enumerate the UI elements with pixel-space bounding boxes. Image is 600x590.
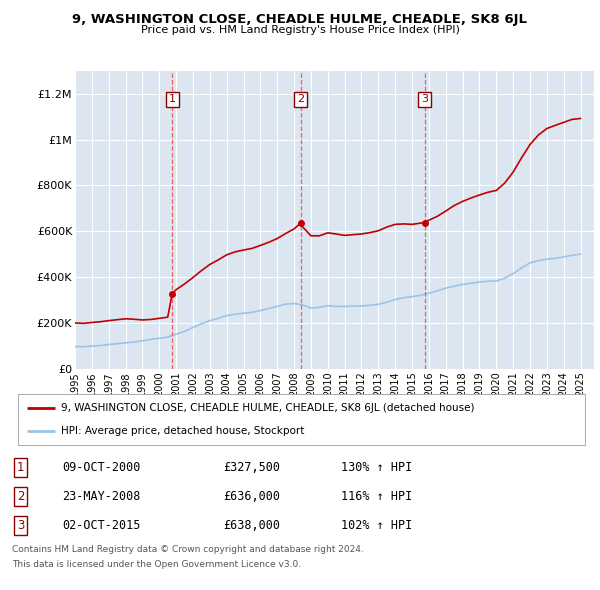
Text: Contains HM Land Registry data © Crown copyright and database right 2024.: Contains HM Land Registry data © Crown c… [12, 545, 364, 554]
Text: 9, WASHINGTON CLOSE, CHEADLE HULME, CHEADLE, SK8 6JL: 9, WASHINGTON CLOSE, CHEADLE HULME, CHEA… [73, 13, 527, 26]
Text: 23-MAY-2008: 23-MAY-2008 [62, 490, 140, 503]
Text: 3: 3 [17, 519, 25, 532]
Text: 116% ↑ HPI: 116% ↑ HPI [341, 490, 412, 503]
Text: HPI: Average price, detached house, Stockport: HPI: Average price, detached house, Stoc… [61, 427, 304, 437]
Text: 1: 1 [169, 94, 176, 104]
Text: Price paid vs. HM Land Registry's House Price Index (HPI): Price paid vs. HM Land Registry's House … [140, 25, 460, 35]
Text: 1: 1 [17, 461, 25, 474]
Text: 9, WASHINGTON CLOSE, CHEADLE HULME, CHEADLE, SK8 6JL (detached house): 9, WASHINGTON CLOSE, CHEADLE HULME, CHEA… [61, 402, 474, 412]
Text: 02-OCT-2015: 02-OCT-2015 [62, 519, 140, 532]
Text: 09-OCT-2000: 09-OCT-2000 [62, 461, 140, 474]
Text: 102% ↑ HPI: 102% ↑ HPI [341, 519, 412, 532]
Text: 3: 3 [421, 94, 428, 104]
Text: £636,000: £636,000 [224, 490, 281, 503]
Text: 2: 2 [297, 94, 304, 104]
Text: 2: 2 [17, 490, 25, 503]
Text: 130% ↑ HPI: 130% ↑ HPI [341, 461, 412, 474]
Text: £327,500: £327,500 [224, 461, 281, 474]
Text: £638,000: £638,000 [224, 519, 281, 532]
Text: This data is licensed under the Open Government Licence v3.0.: This data is licensed under the Open Gov… [12, 560, 301, 569]
